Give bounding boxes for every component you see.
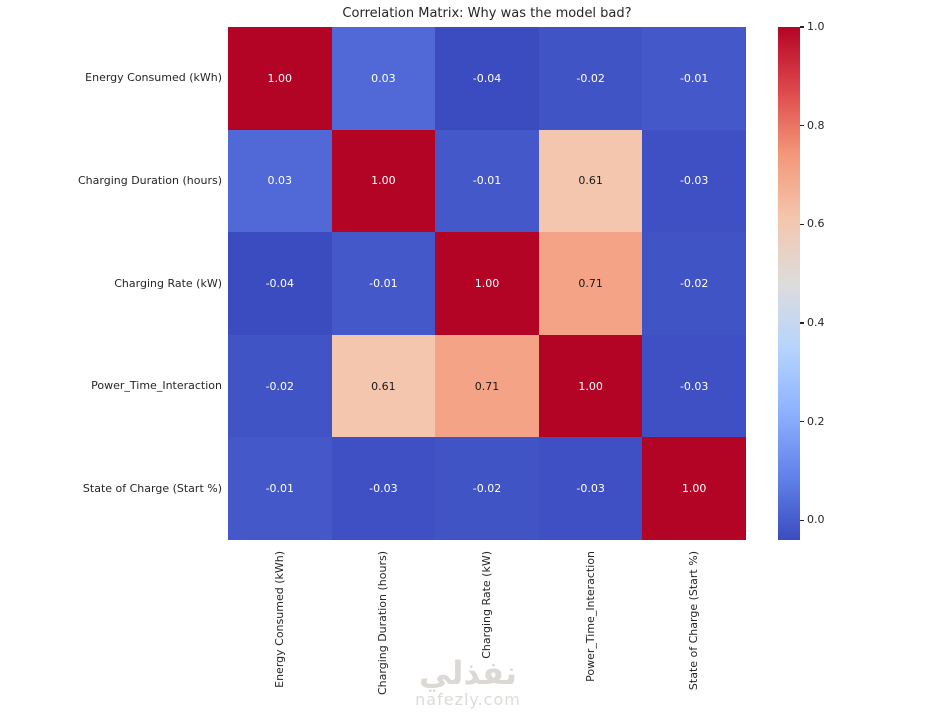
watermark-arabic-logo: نفذلي [419, 654, 517, 692]
y-axis-label: Charging Rate (kW) [114, 276, 222, 290]
heatmap-cell: 0.71 [538, 232, 643, 335]
heatmap-cell: 0.61 [331, 334, 436, 438]
heatmap-cell: -0.03 [642, 129, 746, 233]
heatmap-cell: -0.03 [331, 437, 436, 540]
heatmap-cell: 0.71 [435, 334, 539, 438]
heatmap-cell: -0.01 [331, 232, 436, 335]
x-axis-label: Charging Duration (hours) [376, 551, 390, 695]
heatmap-cell: -0.03 [538, 437, 643, 540]
heatmap-cell: -0.02 [642, 232, 746, 335]
colorbar-tick-mark [800, 322, 804, 324]
heatmap-cell: 1.00 [435, 232, 539, 335]
heatmap-cell: -0.04 [228, 232, 332, 335]
colorbar-tick-label: 0.6 [807, 217, 825, 231]
colorbar-tick-label: 0.2 [807, 414, 825, 428]
chart-title: Correlation Matrix: Why was the model ba… [342, 6, 632, 21]
x-axis-label: Power_Time_Interaction [583, 551, 597, 682]
colorbar-tick-label: 1.0 [807, 20, 825, 33]
colorbar-tick-label: 0.0 [807, 513, 825, 527]
heatmap-cell: 0.03 [331, 27, 436, 130]
heatmap-cell: 1.00 [642, 437, 746, 540]
heatmap-cell: -0.03 [642, 334, 746, 438]
heatmap-cell: -0.04 [435, 27, 539, 130]
heatmap-cell: -0.01 [228, 437, 332, 540]
x-axis-label: State of Charge (Start %) [687, 551, 701, 691]
colorbar [778, 27, 800, 540]
y-axis-label: Power_Time_Interaction [91, 379, 222, 393]
y-axis-label: Energy Consumed (kWh) [85, 71, 222, 85]
heatmap-cell: 0.03 [228, 129, 332, 233]
heatmap-grid: 1.00 0.03 -0.04 -0.02 -0.01 0.03 1.00 -0.01 0.61… [228, 27, 746, 540]
colorbar-tick-mark [800, 519, 804, 521]
x-axis-label: Charging Rate (kW) [480, 551, 493, 659]
colorbar-tick-label: 0.8 [807, 118, 825, 132]
heatmap-cell: 1.00 [538, 334, 643, 438]
colorbar-tick-mark [800, 421, 804, 423]
heatmap-cell: -0.02 [228, 334, 332, 438]
colorbar-tick-label: 0.4 [807, 315, 825, 329]
colorbar-tick-mark [800, 125, 804, 127]
heatmap-cell: 1.00 [331, 129, 436, 233]
heatmap-cell: 1.00 [228, 27, 332, 130]
watermark-domain: nafezly.com [415, 690, 521, 709]
y-axis-label: State of Charge (Start %) [82, 481, 222, 495]
heatmap-cell: -0.01 [642, 27, 746, 130]
colorbar-tick-mark [800, 26, 804, 28]
colorbar-tick-mark [800, 223, 804, 225]
heatmap-cell: -0.01 [435, 129, 539, 233]
y-axis-label: Charging Duration (hours) [78, 173, 222, 187]
heatmap-cell: -0.02 [538, 27, 643, 130]
heatmap-cell: 0.61 [538, 129, 643, 233]
x-axis-label: Energy Consumed (kWh) [272, 551, 286, 688]
heatmap-cell: -0.02 [435, 437, 539, 540]
watermark: نفذلي nafezly.com [393, 655, 543, 709]
